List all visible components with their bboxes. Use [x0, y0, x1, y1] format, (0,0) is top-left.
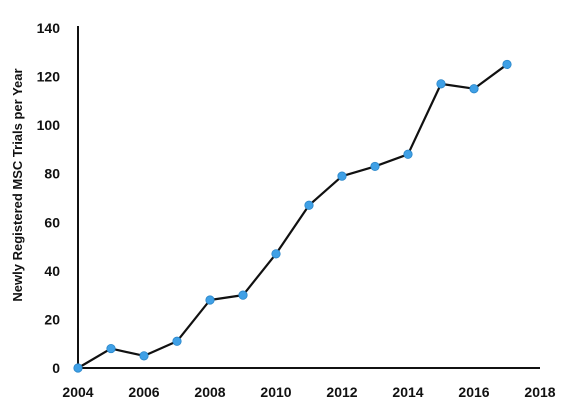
x-tick-label: 2004 — [62, 384, 93, 400]
data-point-2011 — [304, 200, 314, 210]
series — [73, 59, 512, 373]
ticks: 0 20 40 60 80 100 120 140 2004 2006 2008 2010 2012 20… — [37, 20, 556, 400]
y-axis-title-group: Newly Registered MSC Trials per Year — [10, 68, 25, 301]
data-point-2004 — [73, 363, 83, 373]
axes — [77, 26, 540, 369]
y-tick-label: 100 — [37, 117, 61, 133]
data-point-2015 — [436, 79, 446, 89]
y-tick-label: 0 — [52, 360, 60, 376]
data-point-2017 — [502, 59, 512, 70]
x-tick-label: 2008 — [194, 384, 225, 400]
data-point-2006 — [139, 351, 149, 361]
data-point-2005 — [106, 343, 116, 354]
data-point-2008 — [205, 295, 215, 305]
data-point-2010 — [271, 249, 281, 259]
data-point-2014 — [403, 149, 413, 159]
x-tick-label: 2016 — [458, 384, 489, 400]
y-tick-label: 80 — [44, 166, 60, 182]
x-tick-label: 2006 — [128, 384, 159, 400]
x-tick-label: 2012 — [326, 384, 357, 400]
y-axis-title: Newly Registered MSC Trials per Year — [10, 68, 25, 301]
y-tick-label: 40 — [44, 263, 60, 279]
series-line — [77, 63, 508, 369]
data-point-2007 — [172, 336, 182, 346]
x-tick-label: 2010 — [260, 384, 291, 400]
x-tick-label: 2018 — [524, 384, 555, 400]
y-tick-label: 140 — [37, 20, 61, 36]
y-tick-label: 20 — [44, 311, 60, 327]
data-point-2009 — [238, 290, 248, 300]
y-tick-label: 60 — [44, 214, 60, 230]
y-tick-label: 120 — [37, 69, 61, 85]
data-point-2012 — [337, 171, 347, 181]
data-point-2016 — [469, 84, 479, 94]
data-point-2013 — [370, 161, 380, 172]
x-tick-label: 2014 — [392, 384, 423, 400]
